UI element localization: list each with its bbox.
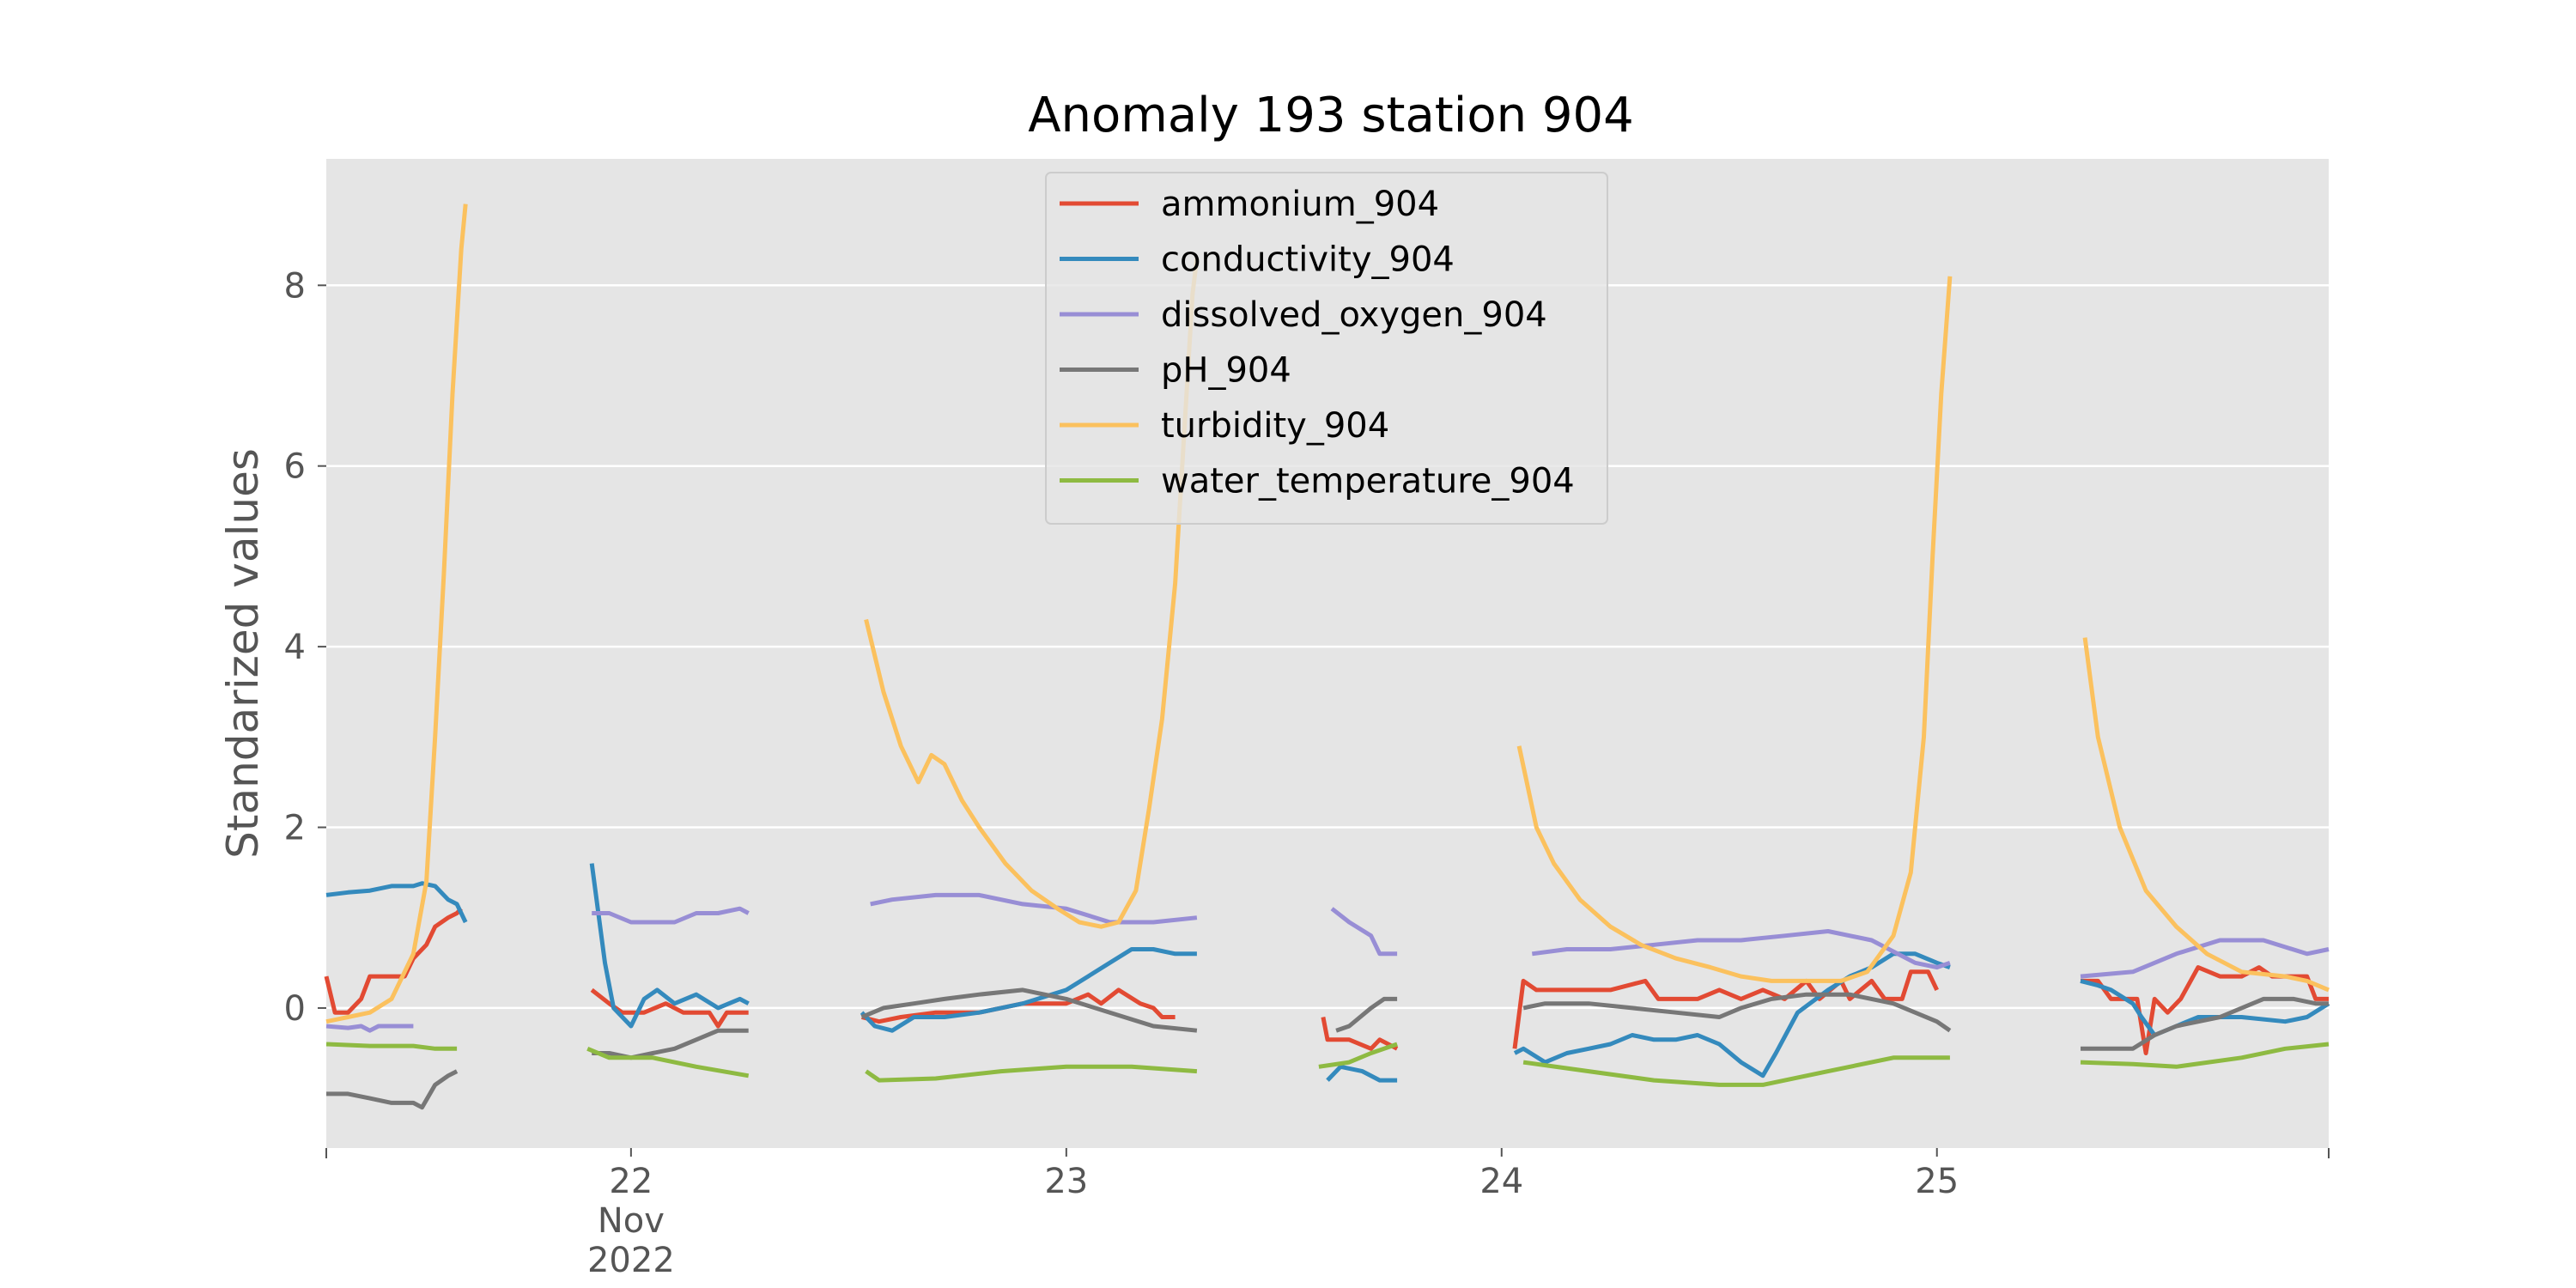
y-axis: 0 2 4 6 8	[284, 266, 326, 1029]
line-segment-ammonium_904-2	[860, 987, 1176, 1024]
line-segment-conductivity_904-3	[1326, 1064, 1398, 1083]
x-tick-sublabel: Nov	[598, 1201, 665, 1241]
x-tick-label: 23	[1044, 1162, 1088, 1201]
legend-label: ammonium_904	[1161, 185, 1439, 224]
series-lines	[324, 204, 2330, 1110]
line-segment-pH_904-1	[592, 1028, 749, 1060]
line-segment-pH_904-2	[860, 987, 1198, 1033]
x-tick-label: 25	[1915, 1162, 1959, 1201]
line-segment-conductivity_904-1	[589, 863, 750, 1029]
line-segment-pH_904-3	[1335, 996, 1398, 1033]
y-tick-label: 0	[284, 989, 306, 1029]
legend-label: conductivity_904	[1161, 240, 1455, 280]
line-segment-water_temperature_904-2	[865, 1064, 1198, 1083]
line-segment-pH_904-4	[1522, 992, 1952, 1033]
line-segment-ammonium_904-4	[1512, 969, 1939, 1049]
line-segment-turbidity_904-3	[2082, 637, 2330, 993]
y-tick-label: 4	[284, 628, 306, 667]
legend-label: turbidity_904	[1161, 406, 1389, 446]
y-axis-label: Standarized values	[218, 448, 268, 859]
y-tick-label: 8	[284, 266, 306, 306]
series-dissolved_oxygen_904	[325, 892, 2330, 1033]
x-tick-sublabel: 2022	[587, 1241, 675, 1280]
legend: ammonium_904 conductivity_904 dissolved_ox…	[1045, 172, 1608, 525]
line-segment-water_temperature_904-3	[1318, 1042, 1398, 1069]
y-tick-label: 2	[284, 809, 306, 848]
series-water_temperature_904	[325, 1042, 2330, 1087]
x-tick-label: 24	[1479, 1162, 1523, 1201]
line-segment-dissolved_oxygen_904-2	[870, 892, 1198, 925]
line-segment-dissolved_oxygen_904-5	[2080, 938, 2330, 979]
line-segment-ammonium_904-3	[1321, 1017, 1399, 1051]
series-pH_904	[326, 987, 2329, 1110]
line-segment-water_temperature_904-4	[1522, 1055, 1950, 1087]
legend-label: dissolved_oxygen_904	[1161, 295, 1547, 335]
line-segment-turbidity_904-2	[1516, 276, 1953, 983]
chart-title: Anomaly 193 station 904	[1028, 88, 1634, 143]
line-segment-conductivity_904-0	[325, 881, 468, 924]
x-tick-label: 22	[609, 1162, 653, 1201]
line-segment-dissolved_oxygen_904-1	[592, 906, 750, 925]
line-segment-water_temperature_904-1	[586, 1046, 750, 1078]
line-segment-turbidity_904-0	[325, 204, 468, 1024]
line-segment-water_temperature_904-0	[325, 1042, 458, 1051]
line-segment-dissolved_oxygen_904-0	[325, 1024, 414, 1033]
line-segment-dissolved_oxygen_904-3	[1330, 907, 1398, 957]
legend-label: water_temperature_904	[1161, 462, 1575, 501]
line-segment-turbidity_904-1	[864, 258, 1200, 929]
line-segment-pH_904-0	[326, 1069, 459, 1110]
line-segment-water_temperature_904-5	[2080, 1042, 2330, 1069]
line-segment-dissolved_oxygen_904-4	[1531, 929, 1951, 970]
series-turbidity_904	[325, 204, 2330, 1024]
line-segment-pH_904-5	[2081, 996, 2329, 1051]
legend-box	[1045, 172, 1608, 525]
legend-label: pH_904	[1161, 351, 1291, 391]
y-tick-label: 6	[284, 447, 306, 487]
line-segment-conductivity_904-2	[860, 947, 1197, 1033]
line-segment-conductivity_904-4	[1513, 951, 1951, 1078]
